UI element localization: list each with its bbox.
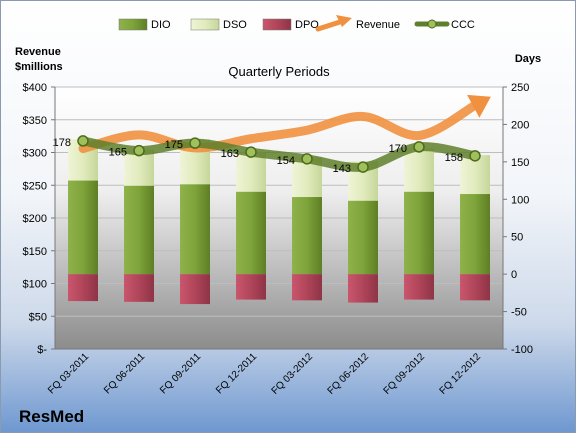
- right-tick-label: 150: [511, 157, 529, 169]
- y-left-label-line2: $millions: [15, 61, 63, 73]
- right-tick-label: 200: [511, 119, 529, 131]
- left-tick-label: $350: [23, 115, 47, 127]
- bar-dpo: [348, 274, 378, 303]
- left-tick-label: $250: [23, 180, 47, 192]
- revenue-line: [78, 100, 480, 154]
- legend-label-dpo: DPO: [295, 19, 319, 31]
- ccc-data-label: 143: [333, 163, 351, 175]
- bar-dio: [124, 185, 154, 275]
- x-tick-label: FQ 09-2011: [158, 351, 203, 396]
- right-tick-label: 50: [511, 232, 523, 244]
- bar-dpo: [180, 274, 210, 305]
- x-tick-label: FQ 03-2012: [270, 351, 316, 397]
- bar-dio: [236, 191, 266, 275]
- left-tick-label: $100: [23, 279, 47, 291]
- ccc-point: [301, 153, 313, 165]
- ccc-point: [469, 150, 481, 162]
- right-tick-label: -100: [511, 344, 533, 356]
- company-name: ResMed: [19, 407, 84, 426]
- right-tick-label: 250: [511, 82, 529, 94]
- x-tick-label: FQ 12-2012: [438, 351, 484, 397]
- revenue-arrowhead: [467, 94, 491, 118]
- bar-dpo: [292, 274, 322, 301]
- legend-revenue-line: [315, 19, 343, 32]
- ccc-point: [413, 141, 425, 153]
- right-tick-label: -50: [511, 307, 527, 319]
- bar-dpo: [404, 274, 434, 300]
- bar-dpo: [236, 274, 266, 300]
- legend-revenue-arrowhead: [336, 15, 352, 27]
- left-tick-label: $-: [37, 344, 47, 356]
- ccc-data-label: 175: [165, 139, 183, 151]
- left-tick-label: $300: [23, 148, 47, 160]
- ccc-data-label: 170: [389, 143, 407, 155]
- bar-dso: [236, 152, 266, 192]
- ccc-point: [77, 135, 89, 147]
- ccc-point: [245, 146, 257, 158]
- legend-swatch-dpo: [262, 18, 292, 31]
- ccc-point: [133, 144, 145, 157]
- ccc-point: [357, 161, 369, 173]
- legend-label-dso: DSO: [223, 19, 247, 31]
- left-tick-label: $200: [23, 213, 47, 225]
- ccc-point: [189, 137, 201, 149]
- bar-dio: [292, 197, 322, 275]
- bar-dpo: [124, 274, 154, 302]
- legend-swatch-dio: [118, 18, 148, 31]
- bar-dio: [348, 200, 378, 275]
- ccc-data-label: 178: [53, 137, 71, 149]
- x-tick-label: FQ 06-2011: [102, 351, 147, 396]
- x-tick-label: FQ 06-2012: [326, 351, 372, 397]
- legend-ccc-marker: [427, 19, 437, 29]
- bar-dio: [404, 191, 434, 275]
- x-tick-label: FQ 09-2012: [382, 351, 428, 397]
- left-tick-label: $50: [29, 311, 47, 323]
- y-right-label: Days: [515, 53, 541, 65]
- bar-dio: [460, 194, 490, 275]
- x-tick-label: FQ 03-2011: [46, 351, 91, 396]
- lines: 178 165 175 163 154 143 170 158: [53, 94, 491, 175]
- legend-label-revenue: Revenue: [356, 19, 400, 31]
- right-tick-label: 100: [511, 194, 529, 206]
- x-tick-label: FQ 12-2011: [214, 351, 259, 396]
- legend: DIO DSO DPO Revenue CCC: [118, 15, 475, 32]
- bars: [68, 139, 490, 305]
- ccc-data-label: 154: [277, 155, 295, 167]
- bar-dpo: [460, 274, 490, 301]
- left-tick-label: $150: [23, 246, 47, 258]
- left-tick-label: $400: [23, 82, 47, 94]
- ccc-data-label: 158: [445, 152, 463, 164]
- bar-dpo: [68, 274, 98, 302]
- y-left-label-line1: Revenue: [15, 46, 61, 58]
- bar-dio: [180, 184, 210, 275]
- legend-label-ccc: CCC: [451, 19, 475, 31]
- right-tick-label: 0: [511, 269, 517, 281]
- bar-dio: [68, 180, 98, 275]
- legend-label-dio: DIO: [151, 19, 171, 31]
- bar-dso: [404, 148, 434, 192]
- chart-title: Quarterly Periods: [228, 64, 330, 79]
- ccc-data-label: 163: [221, 148, 239, 160]
- ccc-data-label: 165: [109, 147, 127, 159]
- legend-swatch-dso: [190, 18, 220, 31]
